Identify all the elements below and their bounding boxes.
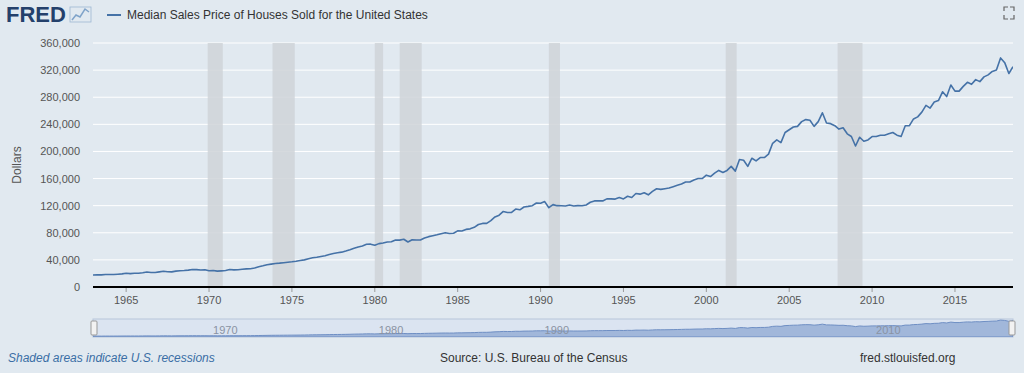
series-line [93, 58, 1013, 275]
legend-label: Median Sales Price of Houses Sold for th… [127, 8, 428, 22]
x-tick [126, 288, 127, 292]
navigator-background [93, 319, 1013, 337]
x-tick-label: 2010 [860, 294, 884, 306]
background [0, 0, 1024, 373]
y-tick-label: 120,000 [40, 200, 80, 212]
x-tick-label: 1965 [114, 294, 138, 306]
x-tick [457, 288, 458, 292]
navigator-handle-left[interactable] [91, 321, 97, 335]
x-tick [291, 288, 292, 292]
x-tick-label: 1985 [445, 294, 469, 306]
recession-band [400, 43, 422, 287]
x-tick-label: 2005 [777, 294, 801, 306]
y-tick-label: 240,000 [40, 118, 80, 130]
logo-icon [72, 9, 89, 20]
source: Source: U.S. Bureau of the Census [440, 351, 627, 365]
x-tick [872, 288, 873, 292]
legend-swatch [107, 14, 121, 16]
x-tick-label: 1970 [197, 294, 221, 306]
grid-line [93, 287, 1013, 288]
y-tick-label: 0 [74, 281, 80, 293]
chart: FRED Median Sales Price of Houses Sold fo… [0, 0, 1024, 373]
x-tick-label: 1975 [280, 294, 304, 306]
y-tick-label: 360,000 [40, 37, 80, 49]
navigator-handle-right[interactable] [1009, 321, 1015, 335]
x-tick-label: 1995 [611, 294, 635, 306]
y-tick-label: 40,000 [46, 254, 80, 266]
x-tick [540, 288, 541, 292]
recession-band [726, 43, 737, 287]
logo: FRED [6, 2, 66, 27]
recession-band [375, 43, 383, 287]
y-tick-label: 280,000 [40, 91, 80, 103]
x-tick [954, 288, 955, 292]
x-tick [374, 288, 375, 292]
x-tick [789, 288, 790, 292]
x-axis-line [93, 286, 1013, 288]
x-tick [623, 288, 624, 292]
navigator-area [93, 320, 1013, 337]
x-tick-label: 2015 [943, 294, 967, 306]
recession-note: Shaded areas indicate U.S. recessions [8, 351, 215, 365]
fullscreen-icon[interactable] [1004, 7, 1014, 19]
recession-band [838, 43, 863, 287]
website: fred.stlouisfed.org [860, 351, 955, 365]
navigator-tick-label: 2010 [876, 324, 900, 336]
x-tick-label: 1990 [528, 294, 552, 306]
x-tick-label: 2000 [694, 294, 718, 306]
logo-icon-frame [70, 7, 91, 22]
recession-band [273, 43, 295, 287]
x-tick-label: 1980 [363, 294, 387, 306]
navigator-tick-label: 1980 [379, 324, 403, 336]
recession-band [208, 43, 223, 287]
y-tick-label: 80,000 [46, 227, 80, 239]
x-tick [706, 288, 707, 292]
navigator-tick-label: 1970 [213, 324, 237, 336]
y-axis-title: Dollars [10, 146, 24, 183]
plot-area [93, 43, 1013, 287]
y-tick-label: 320,000 [40, 64, 80, 76]
y-tick-label: 200,000 [40, 145, 80, 157]
grid [93, 43, 1013, 287]
navigator-tick-label: 1990 [545, 324, 569, 336]
recession-band [549, 43, 560, 287]
navigator-series [93, 320, 1013, 337]
x-tick [209, 288, 210, 292]
y-tick-label: 160,000 [40, 173, 80, 185]
